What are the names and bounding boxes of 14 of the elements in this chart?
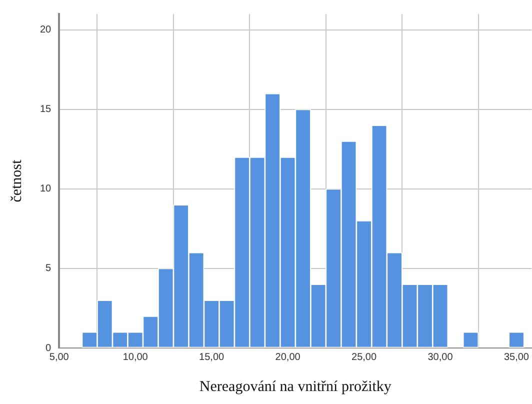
x-tick-label: 5,00 xyxy=(49,352,70,363)
y-tick-label: 5 xyxy=(46,263,52,274)
x-tick-label: 20,00 xyxy=(275,352,301,363)
x-tick-label: 10,00 xyxy=(122,352,148,363)
y-tick-label: 10 xyxy=(40,184,52,195)
x-axis-title: Nereagování na vnitřní prožitky xyxy=(199,378,392,395)
y-tick-label: 15 xyxy=(40,104,52,116)
x-tick-label: 15,00 xyxy=(199,352,225,363)
y-axis-title: četnost xyxy=(8,158,25,202)
x-tick-label: 30,00 xyxy=(428,352,454,363)
x-tick-label: 35,00 xyxy=(504,352,530,363)
y-tick-label: 0 xyxy=(46,342,52,354)
x-tick-label: 25,00 xyxy=(352,352,377,363)
y-tick-label: 20 xyxy=(40,24,52,36)
